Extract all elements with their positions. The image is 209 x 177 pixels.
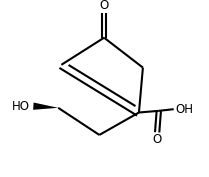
- Text: OH: OH: [175, 103, 193, 116]
- Polygon shape: [33, 102, 58, 110]
- Text: O: O: [99, 0, 109, 12]
- Text: HO: HO: [12, 100, 30, 113]
- Text: O: O: [153, 133, 162, 146]
